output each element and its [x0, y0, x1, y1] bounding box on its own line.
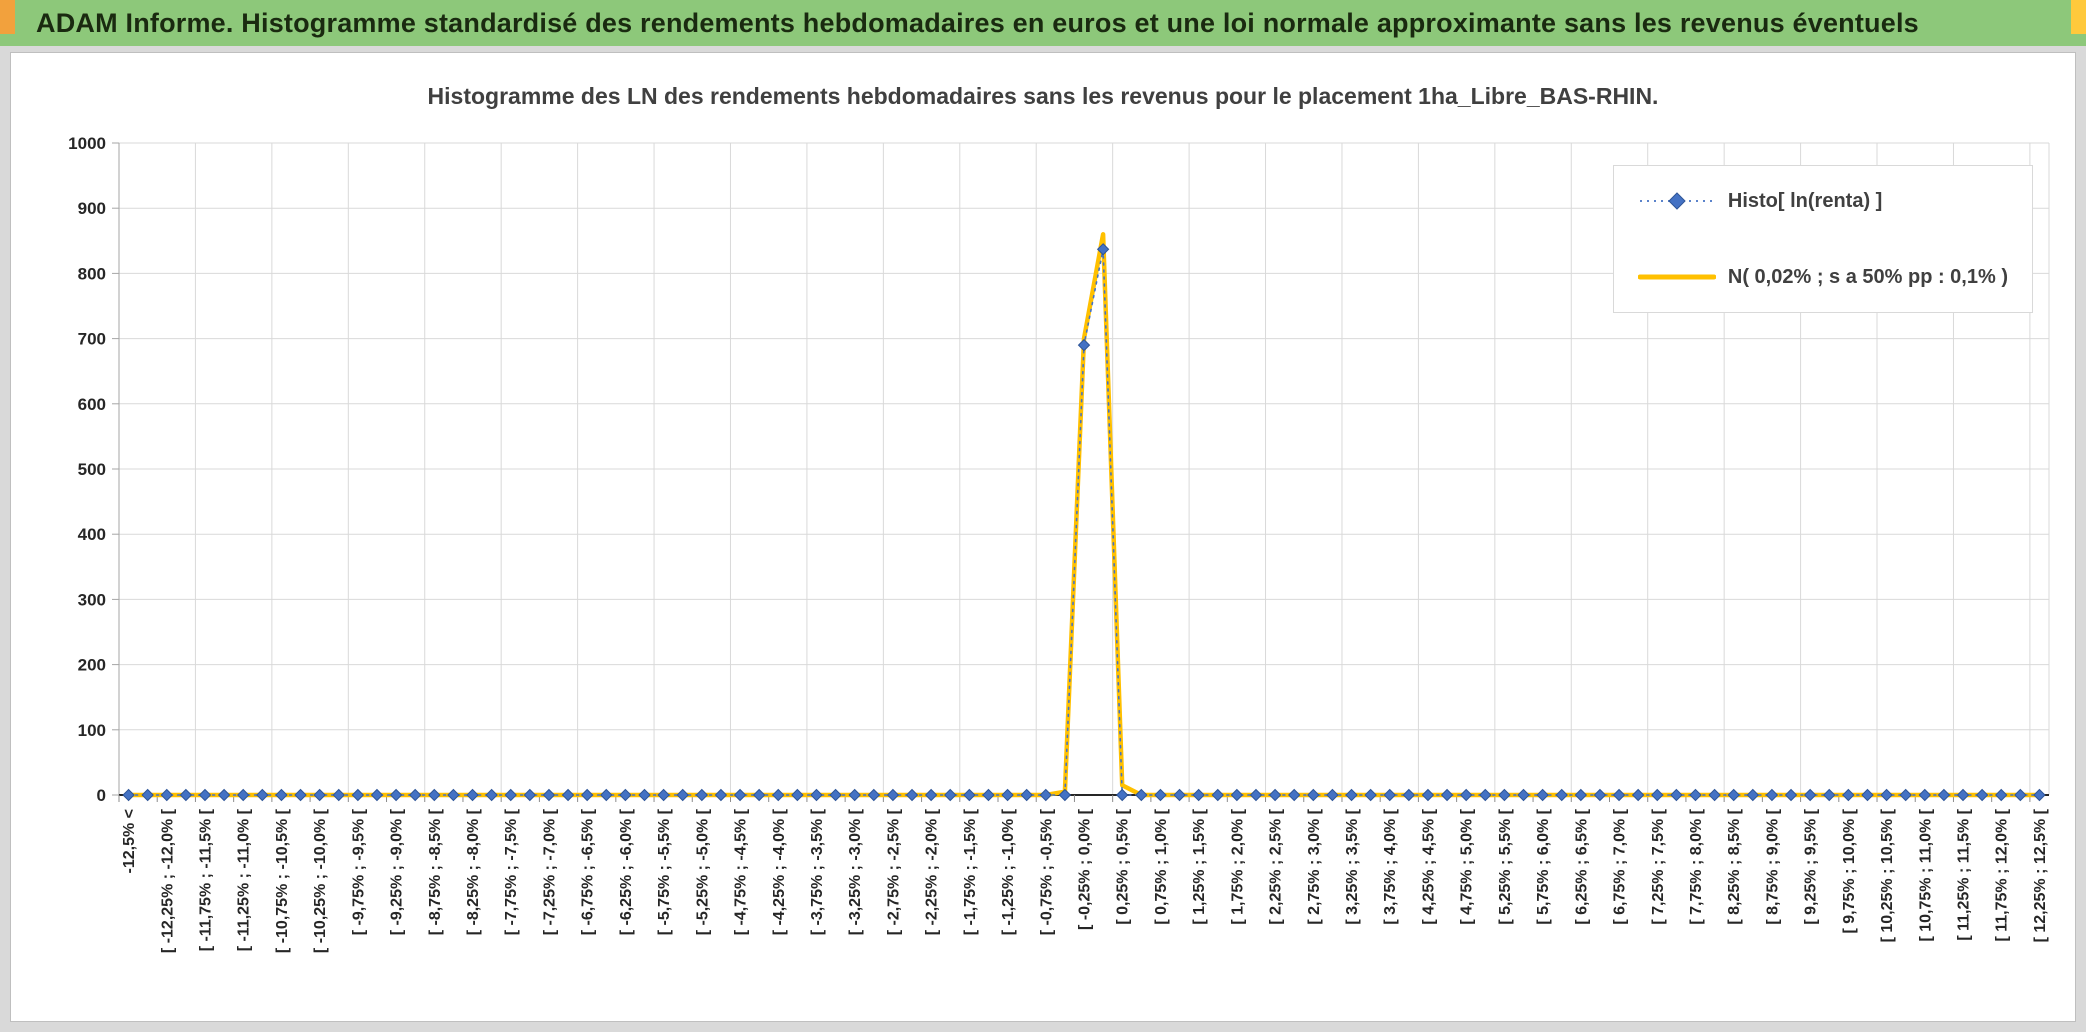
svg-text:700: 700: [78, 330, 106, 349]
svg-text:400: 400: [78, 525, 106, 544]
svg-text:500: 500: [78, 460, 106, 479]
legend-label-normal: N( 0,02% ; s a 50% pp : 0,1% ): [1727, 265, 2008, 288]
left-corner-marker: [0, 0, 15, 34]
svg-text:[ 7,75% ; 8,0% [: [ 7,75% ; 8,0% [: [1688, 808, 1705, 924]
title-bar: ADAM Informe. Histogramme standardisé de…: [0, 0, 2086, 46]
svg-text:[ 0,75% ; 1,0% [: [ 0,75% ; 1,0% [: [1153, 808, 1170, 924]
svg-text:[ -5,75% ; -5,5% [: [ -5,75% ; -5,5% [: [656, 808, 673, 935]
svg-text:800: 800: [78, 264, 106, 283]
svg-text:[ -9,25% ; -9,0% [: [ -9,25% ; -9,0% [: [389, 808, 406, 935]
svg-text:[ -6,75% ; -6,5% [: [ -6,75% ; -6,5% [: [580, 808, 597, 935]
window-title: ADAM Informe. Histogramme standardisé de…: [36, 7, 1919, 38]
svg-text:[ 1,75% ; 2,0% [: [ 1,75% ; 2,0% [: [1229, 808, 1246, 924]
svg-text:[ 8,75% ; 9,0% [: [ 8,75% ; 9,0% [: [1764, 808, 1781, 924]
legend-label-histo: Histo[ ln(renta) ]: [1727, 189, 1883, 212]
svg-text:100: 100: [78, 721, 106, 740]
svg-text:1000: 1000: [68, 134, 106, 153]
svg-text:[ 6,25% ; 6,5% [: [ 6,25% ; 6,5% [: [1573, 808, 1590, 924]
svg-text:[ -10,75% ; -10,5% [: [ -10,75% ; -10,5% [: [274, 808, 291, 953]
svg-text:[ 6,75% ; 7,0% [: [ 6,75% ; 7,0% [: [1612, 808, 1629, 924]
svg-text:-12,5% <: -12,5% <: [121, 809, 138, 873]
svg-text:[ 2,25% ; 2,5% [: [ 2,25% ; 2,5% [: [1268, 808, 1285, 924]
chart-plot-area[interactable]: 0 100 200 300 400 500 600 700 800 900 1000 -12,5% <…: [11, 53, 2075, 1019]
histo-dotted-diamond-icon: [1639, 192, 1714, 210]
svg-text:[ -0,25% ; 0,0% [: [ -0,25% ; 0,0% [: [1077, 808, 1094, 930]
chart-panel[interactable]: 0 100 200 300 400 500 600 700 800 900 1000 -12,5% <…: [10, 52, 2076, 1022]
svg-text:[ 0,25% ; 0,5% [: [ 0,25% ; 0,5% [: [1115, 808, 1132, 924]
svg-text:[ -8,75% ; -8,5% [: [ -8,75% ; -8,5% [: [427, 808, 444, 935]
svg-text:[ -2,25% ; -2,0% [: [ -2,25% ; -2,0% [: [924, 808, 941, 935]
svg-text:200: 200: [78, 656, 106, 675]
svg-text:0: 0: [97, 786, 106, 805]
svg-text:[ -4,25% ; -4,0% [: [ -4,25% ; -4,0% [: [771, 808, 788, 935]
svg-text:[ 10,75% ; 11,0% [: [ 10,75% ; 11,0% [: [1917, 808, 1934, 941]
svg-text:[ 11,75% ; 12,0% [: [ 11,75% ; 12,0% [: [1994, 808, 2011, 941]
svg-text:[ 4,25% ; 4,5% [: [ 4,25% ; 4,5% [: [1420, 808, 1437, 924]
svg-text:[ -1,25% ; -1,0% [: [ -1,25% ; -1,0% [: [1000, 808, 1017, 935]
svg-text:[ -8,25% ; -8,0% [: [ -8,25% ; -8,0% [: [465, 808, 482, 935]
svg-text:[ 12,25% ; 12,5% [: [ 12,25% ; 12,5% [: [2032, 808, 2049, 942]
right-corner-marker: [2071, 0, 2086, 34]
chart-legend: Histo[ ln(renta) ] N( 0,02% ; s a 50% pp…: [1612, 165, 2033, 313]
svg-text:[ -7,25% ; -7,0% [: [ -7,25% ; -7,0% [: [541, 808, 558, 935]
svg-text:[ -4,75% ; -4,5% [: [ -4,75% ; -4,5% [: [733, 808, 750, 935]
svg-text:[ -1,75% ; -1,5% [: [ -1,75% ; -1,5% [: [962, 808, 979, 935]
svg-text:[ 11,25% ; 11,5% [: [ 11,25% ; 11,5% [: [1956, 808, 1973, 940]
svg-text:900: 900: [78, 199, 106, 218]
svg-text:[ 8,25% ; 8,5% [: [ 8,25% ; 8,5% [: [1726, 808, 1743, 924]
svg-text:[ 3,75% ; 4,0% [: [ 3,75% ; 4,0% [: [1382, 808, 1399, 924]
svg-text:[ -0,75% ; -0,5% [: [ -0,75% ; -0,5% [: [1038, 808, 1055, 935]
svg-text:[ -12,25% ; -12,0% [: [ -12,25% ; -12,0% [: [159, 808, 176, 953]
svg-text:[ -6,25% ; -6,0% [: [ -6,25% ; -6,0% [: [618, 808, 635, 935]
svg-text:[ 3,25% ; 3,5% [: [ 3,25% ; 3,5% [: [1344, 808, 1361, 924]
svg-text:[ 9,75% ; 10,0% [: [ 9,75% ; 10,0% [: [1841, 808, 1858, 933]
svg-text:[ -3,25% ; -3,0% [: [ -3,25% ; -3,0% [: [847, 808, 864, 935]
svg-text:[ 5,25% ; 5,5% [: [ 5,25% ; 5,5% [: [1497, 808, 1514, 924]
chart-title[interactable]: Histogramme des LN des rendements hebdom…: [427, 83, 1659, 109]
svg-text:300: 300: [78, 590, 106, 609]
legend-item-histo[interactable]: Histo[ ln(renta) ]: [1638, 188, 2008, 214]
legend-item-normal[interactable]: N( 0,02% ; s a 50% pp : 0,1% ): [1637, 264, 2008, 290]
svg-text:[ -9,75% ; -9,5% [: [ -9,75% ; -9,5% [: [350, 808, 367, 935]
svg-text:[ 9,25% ; 9,5% [: [ 9,25% ; 9,5% [: [1803, 808, 1820, 924]
svg-text:[ -2,75% ; -2,5% [: [ -2,75% ; -2,5% [: [885, 808, 902, 935]
svg-text:[ 4,75% ; 5,0% [: [ 4,75% ; 5,0% [: [1459, 808, 1476, 924]
svg-text:[ -11,75% ; -11,5% [: [ -11,75% ; -11,5% [: [197, 808, 214, 951]
svg-text:[ -10,25% ; -10,0% [: [ -10,25% ; -10,0% [: [312, 808, 329, 953]
svg-text:[ -5,25% ; -5,0% [: [ -5,25% ; -5,0% [: [694, 808, 711, 935]
svg-text:[ -3,75% ; -3,5% [: [ -3,75% ; -3,5% [: [809, 808, 826, 935]
svg-text:[ -7,75% ; -7,5% [: [ -7,75% ; -7,5% [: [503, 808, 520, 935]
svg-text:[ 5,75% ; 6,0% [: [ 5,75% ; 6,0% [: [1535, 808, 1552, 924]
svg-text:[ 1,25% ; 1,5% [: [ 1,25% ; 1,5% [: [1191, 808, 1208, 924]
svg-text:[ 7,25% ; 7,5% [: [ 7,25% ; 7,5% [: [1650, 808, 1667, 924]
svg-text:[ 2,75% ; 3,0% [: [ 2,75% ; 3,0% [: [1306, 808, 1323, 924]
normal-curve-line-icon: [1637, 274, 1716, 280]
svg-text:600: 600: [78, 395, 106, 414]
svg-text:[ 10,25% ; 10,5% [: [ 10,25% ; 10,5% [: [1879, 808, 1896, 942]
svg-text:[ -11,25% ; -11,0% [: [ -11,25% ; -11,0% [: [236, 808, 253, 951]
